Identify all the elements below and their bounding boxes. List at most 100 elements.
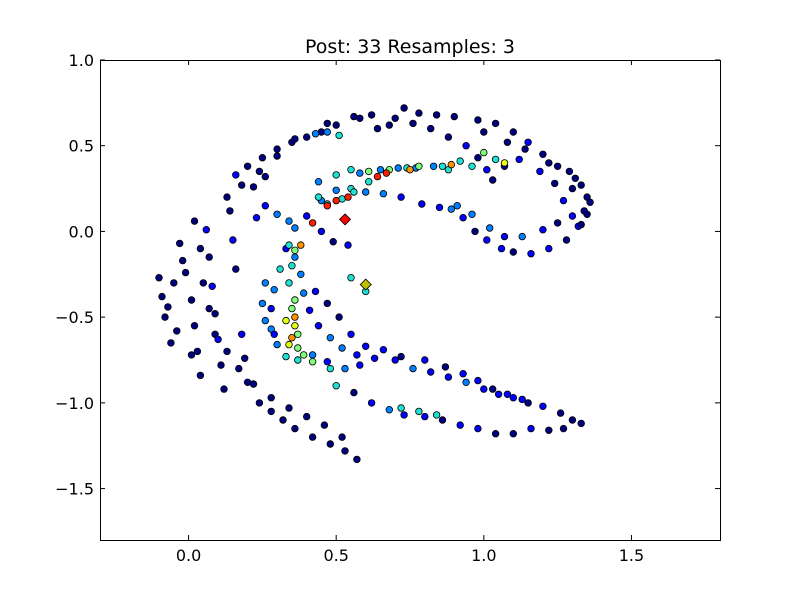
data-point <box>303 412 311 421</box>
data-point <box>480 385 488 393</box>
data-point <box>255 167 264 176</box>
data-point <box>232 265 240 273</box>
data-point <box>320 421 329 429</box>
data-point <box>211 330 219 338</box>
data-point <box>468 210 476 218</box>
points-layer <box>155 104 594 464</box>
data-point <box>571 174 579 182</box>
data-point <box>415 162 423 170</box>
data-point <box>344 193 352 201</box>
data-point <box>170 279 178 287</box>
data-point <box>350 112 358 121</box>
data-point <box>282 316 290 325</box>
data-point <box>350 388 358 397</box>
data-point <box>409 364 417 373</box>
data-point <box>497 244 506 253</box>
data-point <box>288 304 296 313</box>
data-point <box>249 183 258 191</box>
data-point <box>438 162 447 170</box>
data-point <box>471 227 479 236</box>
data-point <box>365 177 373 186</box>
data-point <box>379 189 388 198</box>
data-point <box>536 167 544 176</box>
data-point <box>421 356 429 364</box>
data-point <box>483 236 491 244</box>
data-point <box>243 162 252 170</box>
plot-frame <box>100 60 721 541</box>
data-point <box>444 133 453 141</box>
data-point <box>158 292 166 301</box>
data-point <box>441 363 450 371</box>
data-point <box>314 177 323 186</box>
red-diamond-marker <box>338 213 352 226</box>
data-point <box>258 299 267 308</box>
x-tick-label: 1.5 <box>619 546 644 565</box>
data-point <box>397 193 405 201</box>
data-point <box>509 128 517 136</box>
data-point <box>568 416 577 424</box>
data-point <box>565 167 574 176</box>
data-point <box>491 430 500 438</box>
data-point <box>317 227 326 236</box>
data-point <box>462 141 470 150</box>
data-point <box>382 169 391 177</box>
data-point <box>329 237 337 246</box>
data-point <box>385 121 393 129</box>
data-point <box>415 109 423 117</box>
data-point <box>350 188 358 196</box>
data-point <box>521 145 529 153</box>
data-point <box>332 196 340 205</box>
data-point <box>562 236 571 244</box>
data-point <box>223 193 231 201</box>
data-point <box>539 225 547 234</box>
data-point <box>314 322 323 330</box>
data-point <box>373 124 382 133</box>
data-point <box>335 131 343 140</box>
data-point <box>577 181 585 189</box>
data-point <box>273 145 281 153</box>
data-point <box>344 241 352 249</box>
data-point <box>326 440 334 448</box>
data-point <box>362 188 370 196</box>
data-point <box>291 224 299 232</box>
data-point <box>261 316 269 325</box>
data-point <box>503 390 512 398</box>
data-point <box>237 330 246 338</box>
data-point <box>335 313 343 321</box>
data-point <box>459 370 467 378</box>
data-point <box>232 171 240 179</box>
y-tick-label: 0.0 <box>69 222 94 241</box>
data-point <box>453 201 461 210</box>
data-point <box>559 424 568 433</box>
data-point <box>391 356 399 364</box>
data-point <box>400 411 408 419</box>
data-point <box>303 212 311 220</box>
data-point <box>276 265 284 273</box>
data-point <box>258 153 267 162</box>
data-point <box>202 225 210 234</box>
data-point <box>486 224 494 232</box>
data-point <box>527 249 535 258</box>
data-point <box>294 330 302 338</box>
data-point <box>447 160 455 169</box>
data-point <box>237 181 246 189</box>
data-point <box>347 330 355 338</box>
data-point <box>367 111 376 119</box>
data-point <box>249 380 258 388</box>
data-point <box>427 124 435 133</box>
data-point <box>279 416 287 424</box>
data-point <box>261 279 269 287</box>
data-point <box>385 406 393 414</box>
data-point <box>291 424 299 433</box>
data-point <box>291 313 299 321</box>
data-point <box>415 407 423 416</box>
data-point <box>376 165 385 174</box>
data-point <box>332 382 340 390</box>
data-point <box>285 241 293 249</box>
data-point <box>370 354 379 362</box>
data-point <box>190 217 199 225</box>
data-point <box>291 322 299 330</box>
data-point <box>323 128 331 136</box>
y-tick-label: −1.5 <box>55 480 94 499</box>
